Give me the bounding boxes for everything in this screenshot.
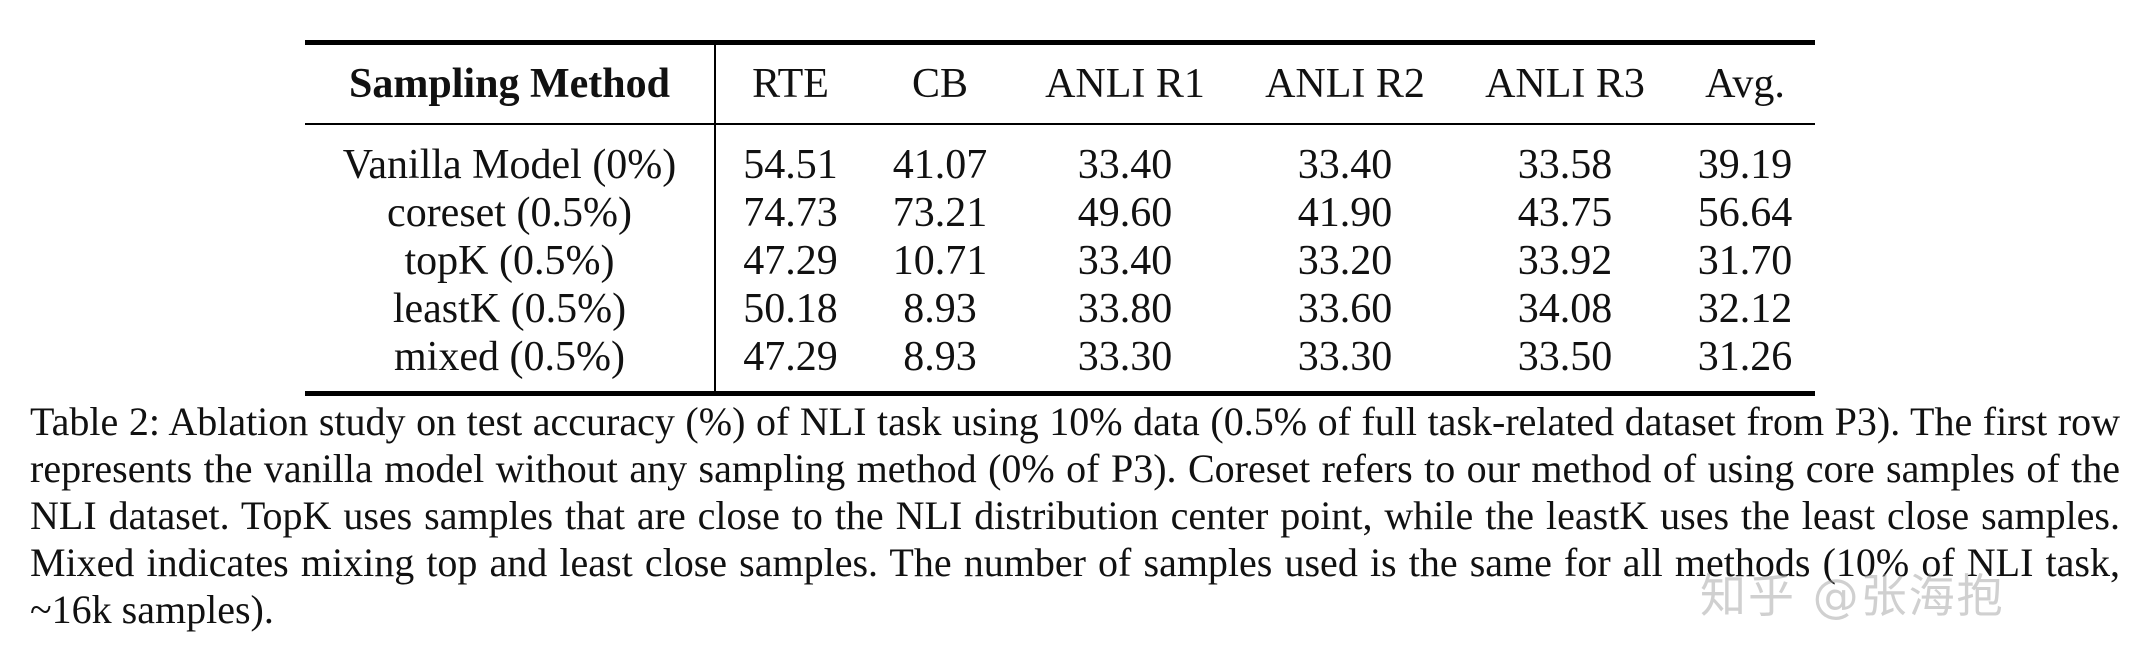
header-cb: CB — [911, 61, 969, 107]
header-rule — [305, 123, 1815, 125]
cell-anli-r3: 43.75 — [1517, 190, 1613, 236]
header-sampling-method: Sampling Method — [305, 45, 716, 123]
row-method: Vanilla Model (0%) — [305, 125, 716, 189]
cell-anli-r2: 41.90 — [1297, 190, 1393, 236]
cell-anli-r3: 34.08 — [1517, 286, 1613, 332]
table-row: coreset (0.5%) 74.73 73.21 49.60 41.90 4… — [305, 189, 1815, 237]
cell-rte: 47.29 — [743, 334, 838, 380]
cell-anli-r1: 49.60 — [1077, 190, 1173, 236]
cell-avg: 32.12 — [1697, 286, 1793, 332]
cell-anli-r2: 33.60 — [1297, 286, 1393, 332]
cell-anli-r3: 33.50 — [1517, 334, 1613, 380]
table-row: topK (0.5%) 47.29 10.71 33.40 33.20 33.9… — [305, 237, 1815, 285]
header-anli-r3: ANLI R3 — [1485, 61, 1645, 107]
cell-rte: 47.29 — [743, 238, 838, 284]
row-method: mixed (0.5%) — [305, 333, 716, 391]
cell-anli-r3: 33.58 — [1517, 142, 1613, 188]
cell-avg: 56.64 — [1697, 190, 1793, 236]
cell-anli-r3: 33.92 — [1517, 238, 1613, 284]
caption-label: Table 2: — [30, 399, 160, 444]
cell-rte: 54.51 — [743, 142, 838, 188]
cell-cb: 41.07 — [892, 142, 988, 188]
results-table-container: Sampling Method RTE CB ANLI R1 ANLI R2 A… — [305, 40, 1815, 396]
cell-anli-r1: 33.40 — [1077, 142, 1173, 188]
table-row: Vanilla Model (0%) 54.51 41.07 33.40 33.… — [305, 125, 1815, 189]
cell-avg: 31.70 — [1697, 238, 1793, 284]
caption-text: Ablation study on test accuracy (%) of N… — [30, 399, 2121, 632]
cell-anli-r1: 33.40 — [1077, 238, 1173, 284]
header-row: Sampling Method RTE CB ANLI R1 ANLI R2 A… — [305, 45, 1815, 123]
cell-anli-r2: 33.40 — [1297, 142, 1393, 188]
cell-anli-r1: 33.80 — [1077, 286, 1173, 332]
row-method: coreset (0.5%) — [305, 189, 716, 237]
watermark: 知乎 @张海抱 — [1700, 569, 2005, 623]
row-method: leastK (0.5%) — [305, 285, 716, 333]
cell-anli-r2: 33.30 — [1297, 334, 1393, 380]
table-row: leastK (0.5%) 50.18 8.93 33.80 33.60 34.… — [305, 285, 1815, 333]
table-caption: Table 2: Ablation study on test accuracy… — [30, 398, 2120, 633]
cell-anli-r1: 33.30 — [1077, 334, 1173, 380]
cell-anli-r2: 33.20 — [1297, 238, 1393, 284]
header-rte: RTE — [752, 61, 829, 107]
cell-rte: 74.73 — [743, 190, 838, 236]
cell-cb: 73.21 — [892, 190, 988, 236]
cell-avg: 39.19 — [1697, 142, 1793, 188]
results-table: Sampling Method RTE CB ANLI R1 ANLI R2 A… — [305, 45, 1815, 391]
header-anli-r2: ANLI R2 — [1265, 61, 1425, 107]
table-row: mixed (0.5%) 47.29 8.93 33.30 33.30 33.5… — [305, 333, 1815, 391]
header-anli-r1: ANLI R1 — [1045, 61, 1205, 107]
cell-avg: 31.26 — [1697, 334, 1793, 380]
cell-cb: 10.71 — [892, 238, 988, 284]
cell-rte: 50.18 — [743, 286, 838, 332]
bottom-rule — [305, 391, 1815, 396]
row-method: topK (0.5%) — [305, 237, 716, 285]
cell-cb: 8.93 — [903, 286, 977, 332]
cell-cb: 8.93 — [903, 334, 977, 380]
top-rule — [305, 40, 1815, 45]
header-avg: Avg. — [1705, 61, 1785, 107]
